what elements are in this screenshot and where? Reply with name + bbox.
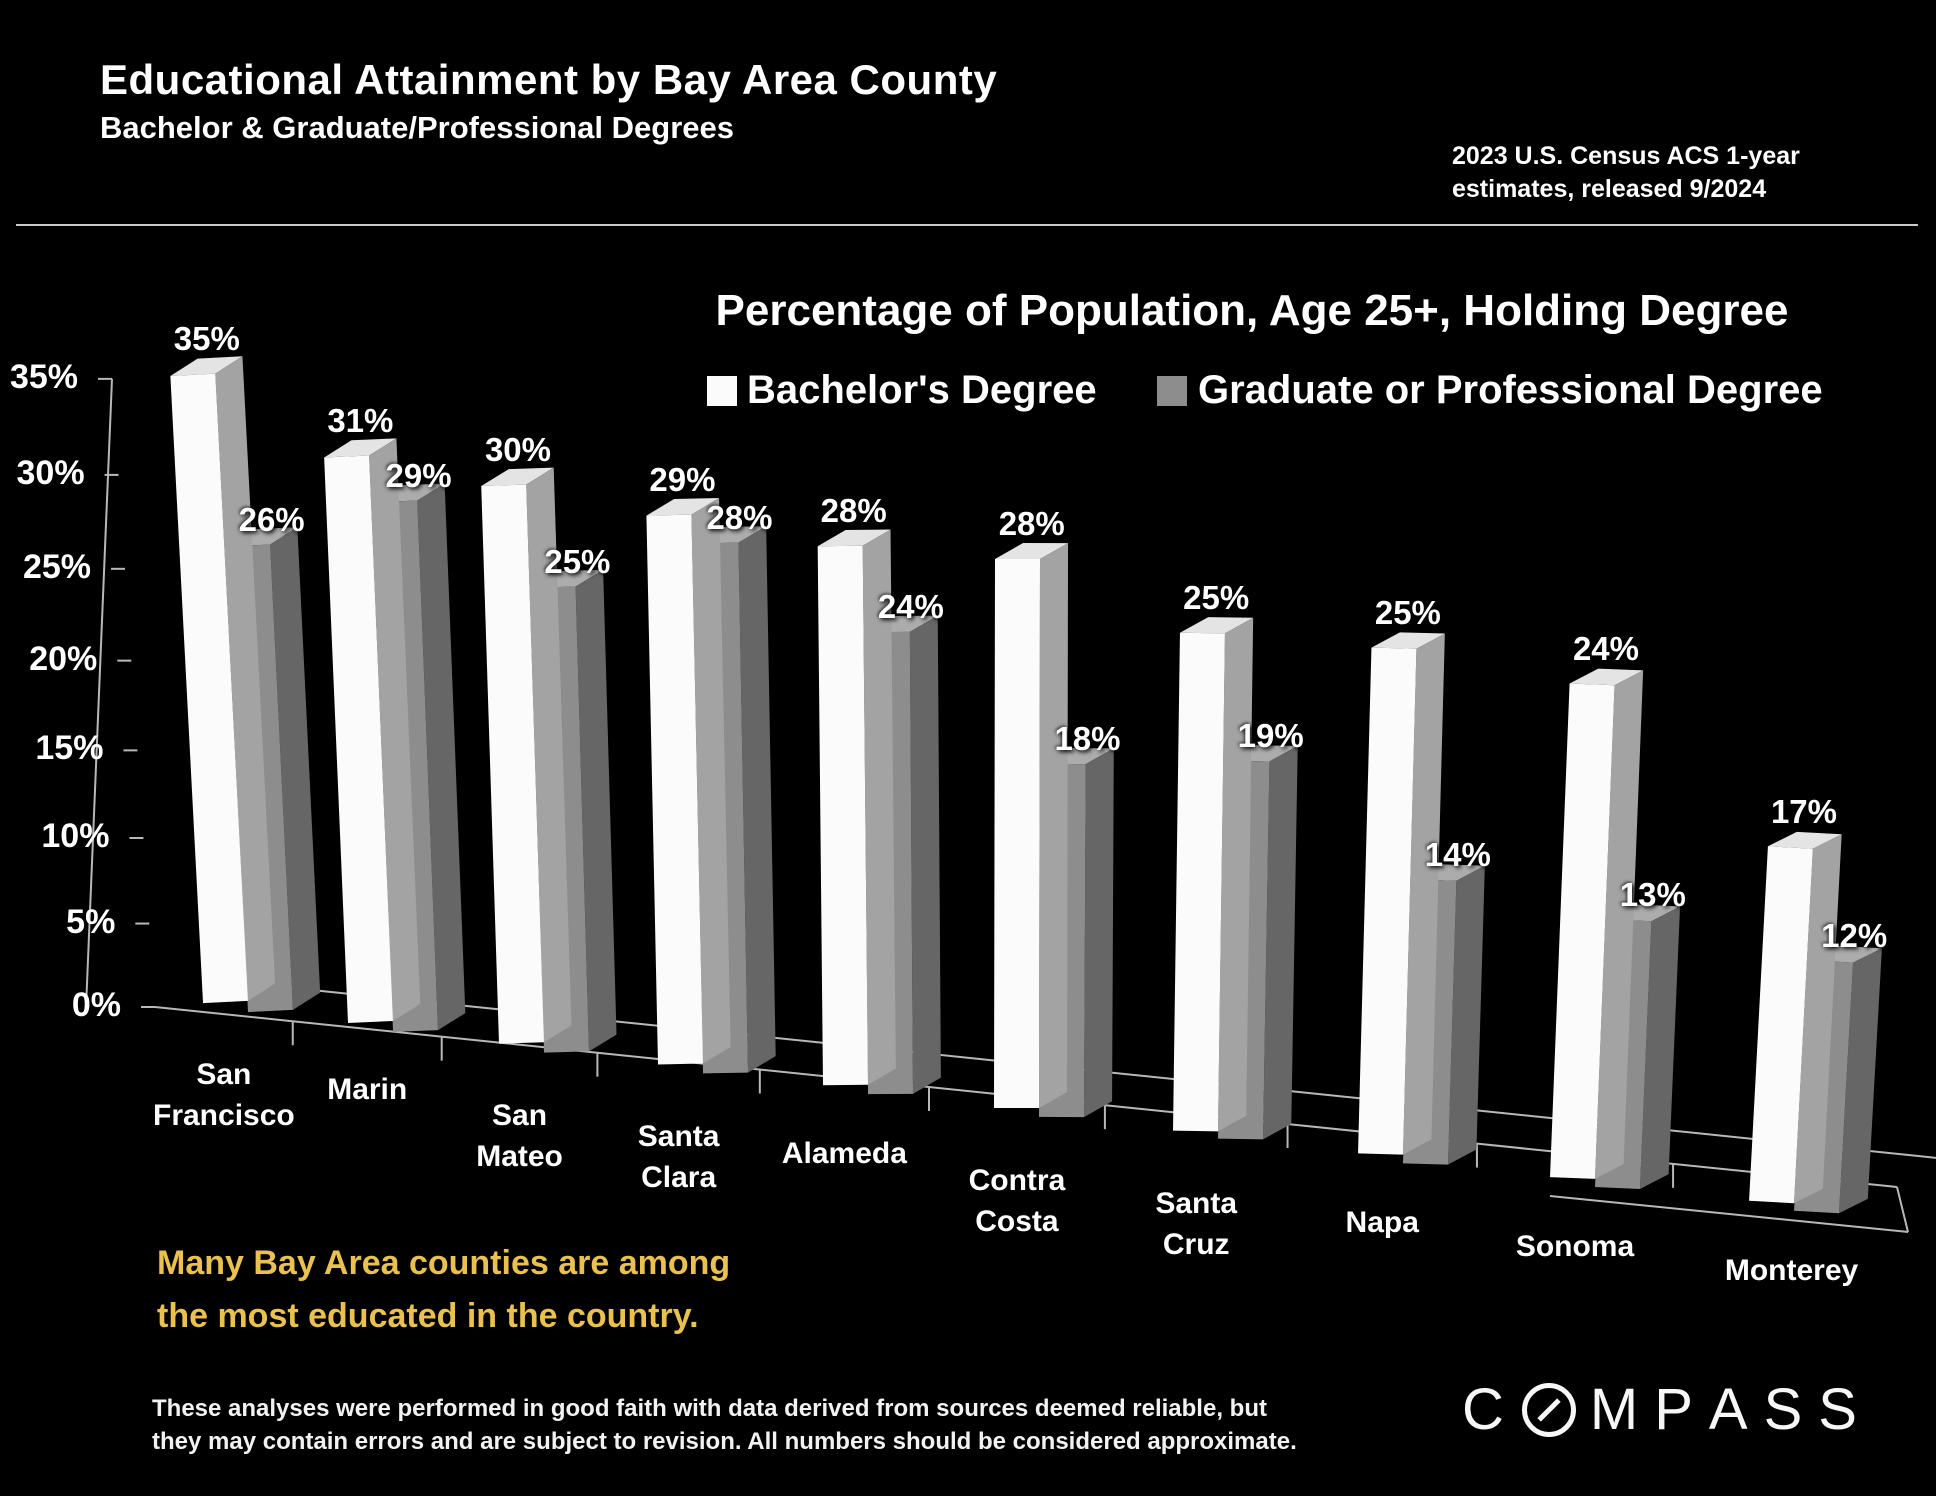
bar-bachelor-santa-cruz-front-face: [1172, 632, 1225, 1131]
y-axis-tick-label: 25%: [22, 547, 92, 586]
value-label-graduate-napa: 14%: [1424, 835, 1491, 873]
data-source-line1: 2023 U.S. Census ACS 1-year: [1452, 142, 1800, 170]
value-label-bachelor-marin: 31%: [327, 401, 394, 439]
value-label-graduate-contra-costa: 18%: [1054, 720, 1121, 758]
value-label-graduate-santa-clara: 28%: [706, 498, 773, 536]
x-axis-category-label-contra-costa: Contra Costa: [968, 1163, 1066, 1238]
compass-logo-letter: M: [1589, 1377, 1655, 1442]
value-label-graduate-san-francisco: 26%: [238, 500, 305, 538]
value-label-bachelor-santa-clara: 29%: [649, 460, 716, 498]
header-divider: [16, 224, 1918, 226]
value-label-graduate-alameda: 24%: [877, 588, 944, 626]
y-axis-tick-label: 10%: [41, 817, 110, 855]
x-axis-category-label-monterey: Monterey: [1724, 1254, 1859, 1288]
value-label-bachelor-san-mateo: 30%: [484, 430, 552, 468]
value-label-bachelor-santa-cruz: 25%: [1183, 578, 1250, 616]
y-axis-tick-label: 30%: [16, 453, 85, 492]
x-axis-category-label-napa: Napa: [1345, 1205, 1419, 1239]
x-axis-category-label-alameda: Alameda: [781, 1136, 907, 1170]
disclaimer-line1: These analyses were performed in good fa…: [152, 1395, 1267, 1422]
x-axis-category-label-san-francisco: San Francisco: [153, 1058, 295, 1132]
page-title: Educational Attainment by Bay Area Count…: [100, 56, 998, 103]
x-axis-category-label-santa-clara: Santa Clara: [637, 1119, 720, 1194]
compass-logo-letter: C: [1462, 1377, 1520, 1442]
bar-bachelor-alameda-front-face: [817, 545, 868, 1086]
data-source-note: 2023 U.S. Census ACS 1-year estimates, r…: [1452, 140, 1800, 206]
legend-graduate-swatch: [1157, 376, 1187, 406]
bar-bachelor-contra-costa-front-face: [994, 559, 1041, 1108]
y-axis-tick-label: 5%: [66, 902, 116, 941]
value-label-graduate-monterey: 12%: [1821, 916, 1888, 954]
compass-logo-letter: A: [1708, 1377, 1764, 1442]
compass-logo-letter: S: [1763, 1377, 1819, 1442]
y-axis-tick-label: 0%: [71, 986, 122, 1024]
x-axis-category-label-san-mateo: San Mateo: [476, 1098, 563, 1173]
value-label-bachelor-napa: 25%: [1374, 593, 1441, 631]
disclaimer-text: These analyses were performed in good fa…: [152, 1392, 1297, 1458]
bar-bachelor-santa-cruz: [1172, 616, 1253, 1131]
compass-needle-icon: [1537, 1397, 1561, 1422]
callout-note-line1: Many Bay Area counties are among: [157, 1244, 731, 1282]
disclaimer-line2: they may contain errors and are subject …: [152, 1428, 1297, 1455]
compass-logo-letter: S: [1818, 1377, 1873, 1442]
bar-graduate-contra-costa-side-face: [1084, 748, 1115, 1117]
value-label-graduate-santa-cruz: 19%: [1237, 717, 1304, 755]
page-subtitle: Bachelor & Graduate/Professional Degrees: [100, 110, 735, 145]
value-label-bachelor-monterey: 17%: [1770, 793, 1838, 831]
bar-bachelor-napa: [1357, 631, 1445, 1155]
value-label-bachelor-san-francisco: 35%: [173, 320, 240, 358]
compass-dial-icon: [1521, 1382, 1576, 1437]
value-label-graduate-sonoma: 13%: [1619, 875, 1686, 913]
value-label-bachelor-sonoma: 24%: [1572, 630, 1639, 668]
value-label-graduate-san-mateo: 25%: [544, 542, 611, 580]
bar-bachelor-contra-costa: [994, 543, 1069, 1108]
compass-logo-letter: P: [1654, 1377, 1709, 1442]
x-axis-category-label-marin: Marin: [327, 1073, 408, 1107]
legend-bachelor-swatch: [707, 376, 737, 406]
x-axis-category-label-sonoma: Sonoma: [1515, 1229, 1635, 1263]
bar-bachelor-santa-clara: [645, 497, 731, 1065]
legend-bachelor-label: Bachelor's Degree: [747, 368, 1097, 412]
value-label-bachelor-contra-costa: 28%: [998, 505, 1065, 543]
x-axis-category-label-santa-cruz: Santa Cruz: [1155, 1186, 1238, 1261]
value-label-graduate-marin: 29%: [385, 457, 452, 495]
value-label-bachelor-alameda: 28%: [820, 492, 887, 530]
y-axis-tick-label: 15%: [35, 729, 104, 768]
callout-note-line2: the most educated in the country.: [157, 1297, 699, 1335]
callout-note: Many Bay Area counties are among the mos…: [157, 1237, 730, 1343]
chart-title: Percentage of Population, Age 25+, Holdi…: [715, 286, 1789, 335]
data-source-line2: estimates, released 9/2024: [1452, 175, 1767, 203]
y-axis-tick-label: 35%: [9, 357, 78, 396]
legend-graduate-label: Graduate or Professional Degree: [1198, 368, 1823, 412]
bar-bachelor-contra-costa-side-face: [1039, 543, 1069, 1108]
bar-graduate-alameda-side-face: [909, 615, 941, 1095]
y-axis-tick-label: 20%: [29, 639, 98, 678]
